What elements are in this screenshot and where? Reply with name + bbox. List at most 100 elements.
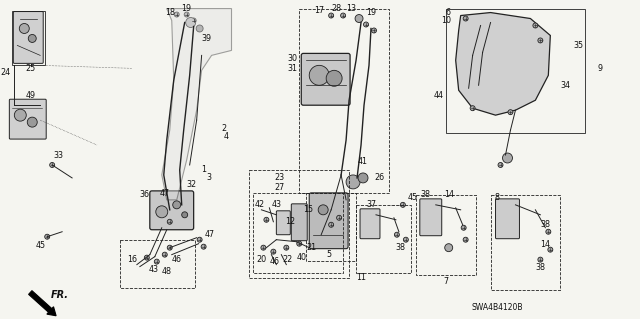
Circle shape: [463, 237, 468, 242]
Circle shape: [358, 173, 368, 183]
Text: 23: 23: [275, 174, 284, 182]
Text: 38: 38: [540, 220, 550, 229]
Circle shape: [538, 38, 543, 43]
FancyBboxPatch shape: [150, 191, 194, 230]
Bar: [300, 9, 389, 193]
Circle shape: [297, 241, 301, 246]
Text: 45: 45: [408, 193, 418, 202]
FancyBboxPatch shape: [13, 11, 44, 63]
Circle shape: [508, 110, 513, 115]
Circle shape: [173, 201, 180, 209]
Circle shape: [346, 175, 360, 189]
Circle shape: [14, 109, 26, 121]
Text: 20: 20: [257, 255, 266, 264]
Text: 38: 38: [396, 243, 406, 252]
Text: 38: 38: [421, 190, 431, 199]
Circle shape: [196, 25, 203, 32]
Text: 36: 36: [140, 190, 150, 199]
Text: 24: 24: [0, 68, 10, 77]
Circle shape: [261, 245, 266, 250]
Circle shape: [182, 212, 188, 218]
Circle shape: [546, 229, 551, 234]
Text: 41: 41: [358, 158, 368, 167]
FancyBboxPatch shape: [360, 209, 380, 239]
Circle shape: [154, 259, 159, 264]
Text: 47: 47: [205, 230, 214, 239]
Text: 19: 19: [182, 4, 192, 13]
Text: 31: 31: [287, 64, 297, 73]
Text: 4: 4: [223, 131, 228, 141]
Circle shape: [201, 244, 206, 249]
Circle shape: [167, 219, 172, 224]
FancyBboxPatch shape: [10, 99, 46, 139]
Polygon shape: [162, 9, 232, 200]
Text: 2: 2: [221, 124, 227, 133]
Text: 46: 46: [269, 257, 279, 266]
Text: 39: 39: [202, 34, 212, 43]
Circle shape: [145, 255, 149, 260]
Text: 27: 27: [274, 183, 284, 192]
Text: 40: 40: [296, 253, 307, 262]
Text: 6: 6: [445, 8, 451, 17]
Text: 45: 45: [35, 241, 45, 250]
Text: 43: 43: [271, 200, 282, 209]
Circle shape: [364, 22, 369, 27]
Text: 48: 48: [162, 267, 172, 276]
Text: 9: 9: [598, 64, 603, 73]
Bar: [356, 205, 411, 272]
Text: 10: 10: [441, 16, 451, 25]
Text: 21: 21: [306, 243, 316, 252]
Text: 26: 26: [374, 174, 384, 182]
FancyBboxPatch shape: [420, 199, 442, 236]
Text: 34: 34: [560, 81, 570, 90]
Bar: [120, 240, 195, 287]
Text: 37: 37: [366, 200, 376, 209]
Circle shape: [533, 23, 538, 28]
Bar: [253, 193, 343, 272]
Circle shape: [329, 13, 333, 18]
Circle shape: [167, 245, 172, 250]
Text: 18: 18: [164, 8, 175, 17]
Circle shape: [309, 65, 329, 85]
FancyBboxPatch shape: [291, 204, 307, 241]
Text: 12: 12: [285, 217, 295, 226]
FancyArrow shape: [29, 291, 56, 316]
Circle shape: [19, 24, 29, 33]
Text: 28: 28: [331, 4, 341, 13]
Text: 11: 11: [356, 273, 366, 282]
Text: 13: 13: [346, 4, 356, 13]
Circle shape: [394, 232, 399, 237]
Bar: [445, 9, 585, 133]
Circle shape: [186, 18, 196, 27]
Polygon shape: [456, 12, 550, 115]
Circle shape: [264, 217, 269, 222]
Text: 42: 42: [254, 200, 264, 209]
FancyBboxPatch shape: [276, 211, 291, 235]
Circle shape: [326, 70, 342, 86]
Text: 14: 14: [540, 240, 550, 249]
Text: 3: 3: [207, 174, 212, 182]
Bar: [250, 170, 349, 278]
Circle shape: [470, 106, 475, 111]
Circle shape: [28, 34, 36, 42]
Text: 7: 7: [443, 277, 448, 286]
Text: 46: 46: [172, 255, 182, 264]
Circle shape: [548, 247, 553, 252]
Text: SWA4B4120B: SWA4B4120B: [472, 303, 524, 312]
Circle shape: [502, 153, 513, 163]
Text: 43: 43: [149, 265, 159, 274]
Bar: [416, 195, 476, 275]
Circle shape: [156, 206, 168, 218]
Circle shape: [463, 16, 468, 21]
FancyBboxPatch shape: [301, 53, 350, 105]
Text: 47: 47: [160, 189, 170, 198]
Text: 38: 38: [536, 263, 545, 272]
Text: 16: 16: [127, 255, 137, 264]
Circle shape: [184, 12, 189, 17]
Text: 30: 30: [287, 54, 297, 63]
Text: 25: 25: [25, 64, 35, 73]
Text: 8: 8: [495, 193, 500, 202]
Circle shape: [28, 117, 37, 127]
Circle shape: [163, 252, 167, 257]
Text: FR.: FR.: [51, 291, 69, 300]
